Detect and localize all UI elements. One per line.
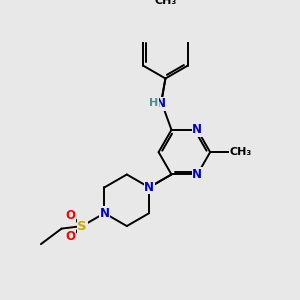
Text: S: S bbox=[77, 220, 87, 232]
Text: H: H bbox=[149, 98, 159, 108]
Text: N: N bbox=[192, 168, 202, 181]
Text: N: N bbox=[100, 207, 110, 220]
Text: N: N bbox=[144, 181, 154, 194]
Text: N: N bbox=[156, 98, 166, 110]
Text: O: O bbox=[65, 209, 75, 222]
Text: CH₃: CH₃ bbox=[230, 147, 252, 157]
Text: CH₃: CH₃ bbox=[154, 0, 177, 6]
Text: O: O bbox=[65, 230, 75, 243]
Text: N: N bbox=[192, 123, 202, 136]
